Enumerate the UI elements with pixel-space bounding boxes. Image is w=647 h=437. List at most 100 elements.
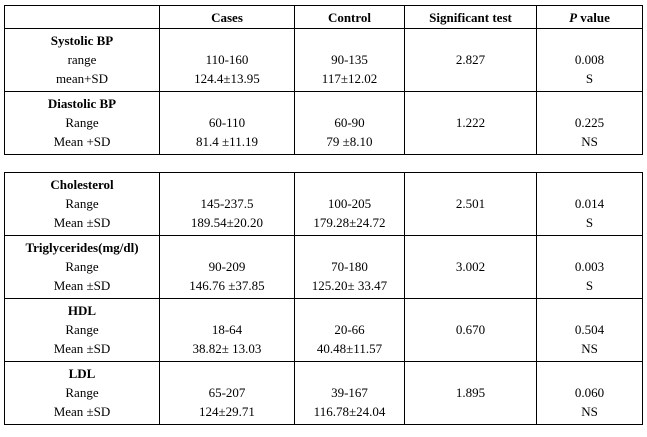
cases-cell: 90-209 146.76 ±37.85 (159, 235, 295, 299)
control-range: 39-167 (331, 385, 368, 400)
control-mean: 117±12.02 (321, 71, 378, 86)
p-value: 0.008 (574, 52, 605, 67)
mean-label: Mean ±SD (53, 341, 111, 356)
spacer (162, 31, 292, 50)
control-range: 70-180 (331, 259, 368, 274)
pvalue-cell: 0.504 NS (536, 298, 643, 362)
p-value: 0.504 (574, 322, 605, 337)
range-label: Range (65, 196, 99, 211)
cases-cell: 110-160 124.4±13.95 (159, 28, 295, 92)
param-name: HDL (67, 303, 97, 318)
spacer (162, 364, 292, 383)
param-cell: Diastolic BP Range Mean +SD (4, 91, 160, 155)
significance: S (585, 278, 594, 293)
table-row-systolic-bp: Systolic BP range mean+SD 110-160 124.4±… (4, 28, 643, 92)
header-row: Cases Control Significant test P value (4, 5, 643, 29)
range-label: range (67, 52, 97, 67)
test-value: 2.501 (455, 196, 486, 211)
test-cell: 0.670 (404, 298, 537, 362)
range-label: Range (65, 385, 99, 400)
cases-range: 145-237.5 (200, 196, 254, 211)
test-value: 2.827 (455, 52, 486, 67)
test-cell: 1.895 (404, 361, 537, 425)
significance: S (585, 215, 594, 230)
control-range: 90-135 (331, 52, 368, 67)
control-mean: 40.48±11.57 (316, 341, 383, 356)
cases-mean: 38.82± 13.03 (192, 341, 262, 356)
range-label: Range (65, 259, 99, 274)
table-gap (4, 155, 643, 172)
param-name: Triglycerides(mg/dl) (25, 240, 139, 255)
cases-cell: 60-110 81.4 ±11.19 (159, 91, 295, 155)
control-cell: 100-205 179.28±24.72 (294, 172, 405, 236)
control-cell: 39-167 116.78±24.04 (294, 361, 405, 425)
cases-mean: 146.76 ±37.85 (189, 278, 265, 293)
cases-mean: 124.4±13.95 (194, 71, 260, 86)
test-value: 3.002 (455, 259, 486, 274)
bp-table: Cases Control Significant test P value S… (4, 5, 643, 155)
cases-mean: 124±29.71 (199, 404, 255, 419)
pvalue-cell: 0.060 NS (536, 361, 643, 425)
significance: NS (581, 404, 598, 419)
spacer (539, 238, 640, 257)
cases-cell: 65-207 124±29.71 (159, 361, 295, 425)
spacer (539, 175, 640, 194)
significance: NS (581, 134, 598, 149)
spacer (539, 364, 640, 383)
spacer (162, 238, 292, 257)
test-value: 1.895 (455, 385, 486, 400)
cases-cell: 18-64 38.82± 13.03 (159, 298, 295, 362)
control-cell: 60-90 79 ±8.10 (294, 91, 405, 155)
header-control: Control (294, 5, 405, 29)
spacer (297, 301, 402, 320)
cases-mean: 81.4 ±11.19 (196, 134, 258, 149)
spacer (539, 94, 640, 113)
table-row-cholesterol: Cholesterol Range Mean ±SD 145-237.5 189… (4, 172, 643, 236)
cases-range: 65-207 (208, 385, 246, 400)
control-cell: 90-135 117±12.02 (294, 28, 405, 92)
range-label: Range (65, 322, 99, 337)
param-cell: Systolic BP range mean+SD (4, 28, 160, 92)
mean-label: Mean +SD (53, 134, 111, 149)
test-value: 0.670 (455, 322, 486, 337)
header-cases: Cases (159, 5, 295, 29)
p-value: 0.003 (574, 259, 605, 274)
param-cell: Triglycerides(mg/dl) Range Mean ±SD (4, 235, 160, 299)
spacer (297, 238, 402, 257)
mean-label: mean+SD (55, 71, 109, 86)
control-range: 100-205 (327, 196, 372, 211)
table-row-hdl: HDL Range Mean ±SD 18-64 38.82± 13.03 20… (4, 298, 643, 362)
spacer (297, 364, 402, 383)
mean-label: Mean ±SD (53, 215, 111, 230)
control-mean: 116.78±24.04 (313, 404, 386, 419)
spacer (162, 94, 292, 113)
param-cell: LDL Range Mean ±SD (4, 361, 160, 425)
test-cell: 3.002 (404, 235, 537, 299)
param-name: Cholesterol (50, 177, 114, 192)
cases-range: 60-110 (208, 115, 246, 130)
cases-range: 90-209 (208, 259, 246, 274)
table-row-ldl: LDL Range Mean ±SD 65-207 124±29.71 39-1… (4, 361, 643, 425)
control-mean: 79 ±8.10 (326, 134, 373, 149)
cases-cell: 145-237.5 189.54±20.20 (159, 172, 295, 236)
param-name: LDL (68, 366, 96, 381)
param-cell: Cholesterol Range Mean ±SD (4, 172, 160, 236)
spacer (539, 301, 640, 320)
lipid-table: Cholesterol Range Mean ±SD 145-237.5 189… (4, 172, 643, 425)
control-cell: 20-66 40.48±11.57 (294, 298, 405, 362)
param-name: Systolic BP (50, 33, 114, 48)
header-significant-test: Significant test (404, 5, 537, 29)
significance: NS (581, 341, 598, 356)
mean-label: Mean ±SD (53, 278, 111, 293)
test-cell: 1.222 (404, 91, 537, 155)
table-row-diastolic-bp: Diastolic BP Range Mean +SD 60-110 81.4 … (4, 91, 643, 155)
p-italic: P (569, 9, 578, 25)
p-value: 0.014 (574, 196, 605, 211)
test-cell: 2.827 (404, 28, 537, 92)
spacer (297, 175, 402, 194)
test-cell: 2.501 (404, 172, 537, 236)
spacer (162, 301, 292, 320)
control-mean: 179.28±24.72 (313, 215, 386, 230)
param-name: Diastolic BP (47, 96, 117, 111)
